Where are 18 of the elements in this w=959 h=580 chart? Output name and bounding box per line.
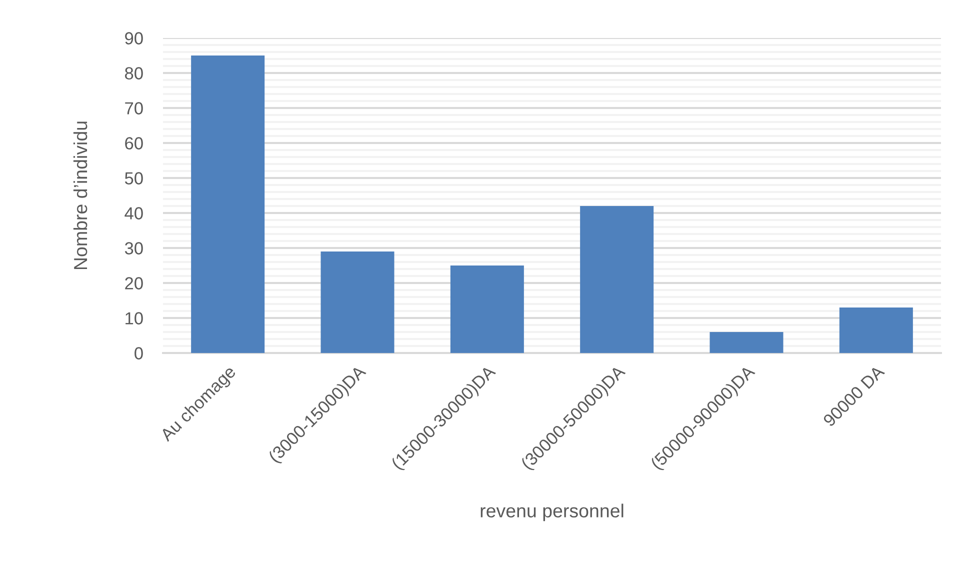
y-tick-label: 80 bbox=[125, 67, 143, 80]
y-tick-label: 70 bbox=[125, 102, 143, 114]
bar bbox=[580, 206, 654, 353]
y-tick-label: 90 bbox=[125, 32, 143, 44]
y-axis-title: Nombre d’individu bbox=[73, 122, 88, 269]
y-tick-label: 50 bbox=[124, 172, 143, 184]
y-tick-label: 60 bbox=[125, 137, 143, 150]
bar bbox=[839, 308, 913, 353]
bar bbox=[191, 56, 265, 353]
x-axis-title: revenu personnel bbox=[480, 504, 624, 522]
y-tick-label: 10 bbox=[126, 312, 143, 324]
y-tick-label: 40 bbox=[124, 207, 143, 220]
bar bbox=[710, 332, 784, 353]
y-tick-label: 0 bbox=[134, 347, 143, 360]
bar bbox=[450, 266, 524, 353]
bar bbox=[320, 252, 394, 353]
y-tick-label: 30 bbox=[124, 242, 143, 254]
y-tick-label: 20 bbox=[125, 277, 143, 290]
